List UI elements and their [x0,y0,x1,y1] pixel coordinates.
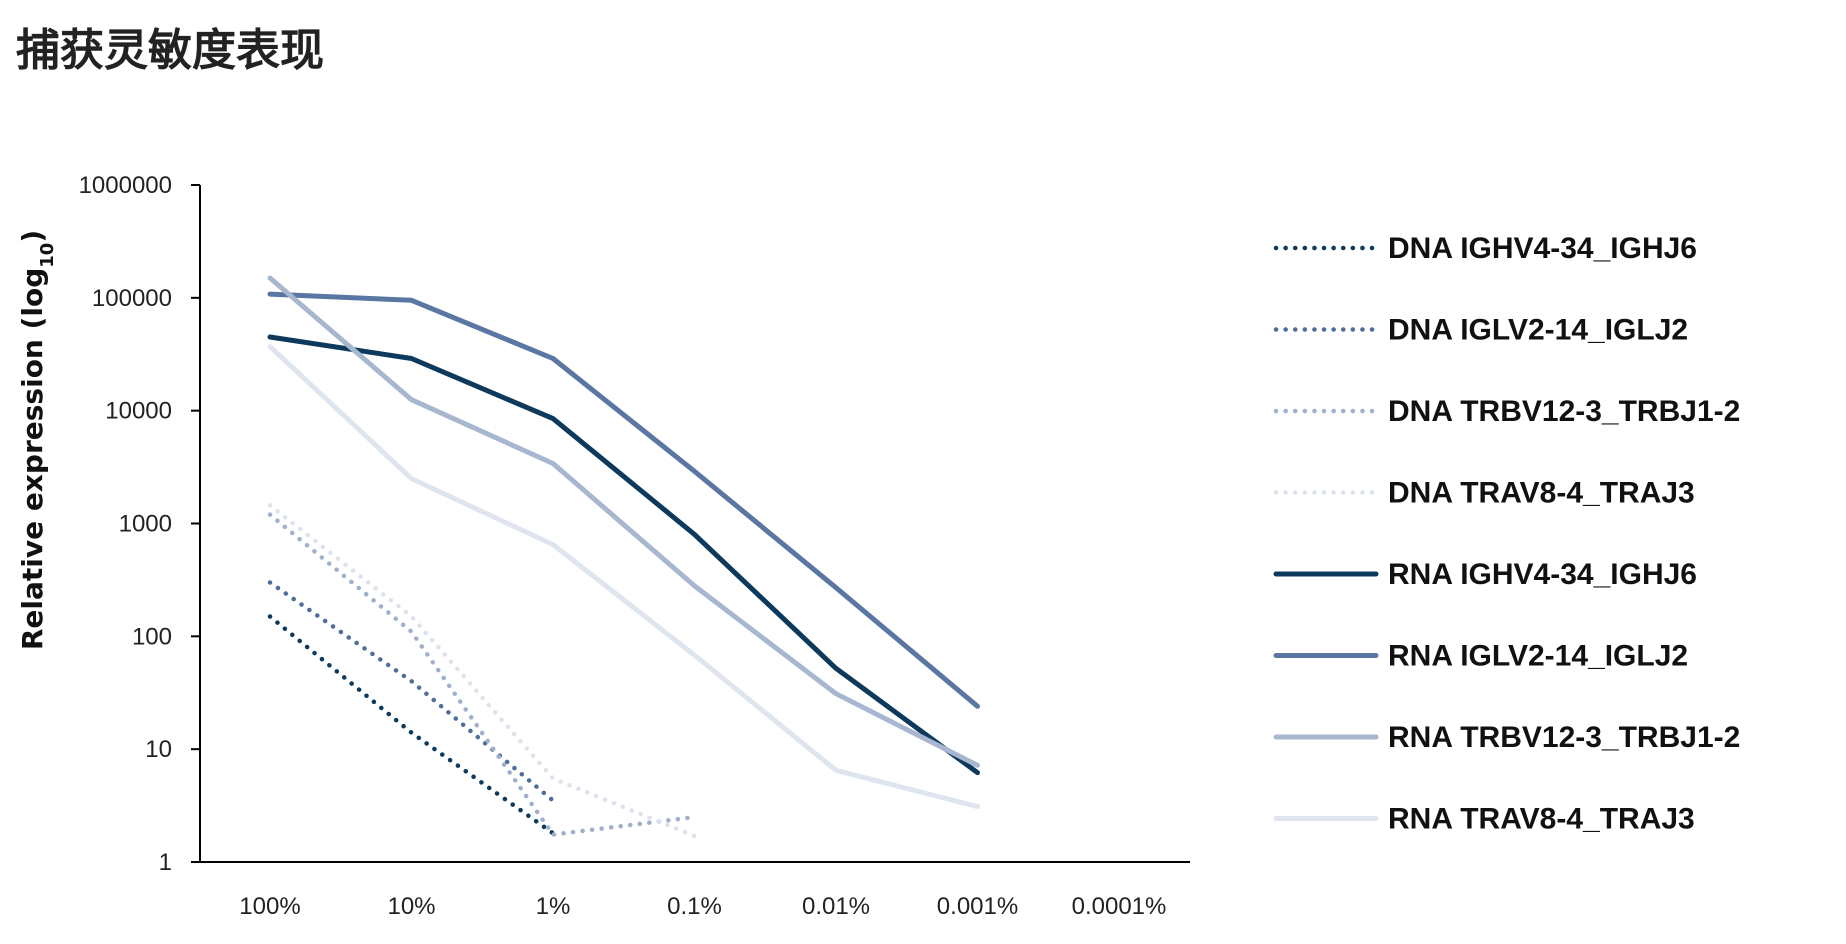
legend-item: DNA TRBV12-3_TRBJ1-2 [1273,395,1740,428]
y-tick-label: 10000 [105,398,172,425]
legend-item: RNA IGLV2-14_IGLJ2 [1273,640,1688,673]
legend-item: RNA IGHV4-34_IGHJ6 [1273,558,1697,591]
x-tick-label: 0.1% [667,893,722,920]
y-axis-ticks: 1 10 100 1000 10000 100000 1000000 [79,172,200,876]
series-line-1 [267,614,556,836]
y-axis-label-subscript: 10 [37,243,58,268]
x-tick-label: 0.01% [802,893,870,920]
legend-label: RNA TRBV12-3_TRBJ1-2 [1388,721,1740,754]
legend-item: DNA IGLV2-14_IGLJ2 [1273,314,1688,347]
series-line-5 [267,334,980,776]
legend-label: DNA IGLV2-14_IGLJ2 [1388,314,1688,347]
y-tick-label: 1 [159,849,172,876]
y-tick-label: 1000 [119,511,172,538]
svg-text:Relative expression (log10): Relative expression (log10) [16,230,58,650]
series-lines [267,275,980,839]
x-tick-label: 0.001% [937,893,1018,920]
x-tick-label: 10% [387,893,435,920]
series-line-2 [267,580,556,803]
legend-label: RNA IGHV4-34_IGHJ6 [1388,558,1697,591]
x-tick-label: 100% [239,893,300,920]
series-line-6 [267,291,980,709]
series-line-7 [267,275,980,768]
y-axis-label-close: ) [16,230,49,243]
series-line-8 [267,344,980,810]
y-tick-label: 1000000 [79,172,172,199]
legend-label: DNA TRAV8-4_TRAJ3 [1388,477,1695,510]
x-axis-ticks: 100% 10% 1% 0.1% 0.01% 0.001% 0.0001% [239,893,1166,920]
page-title: 捕获灵敏度表现 [16,25,324,76]
series-line-4 [267,503,697,839]
legend-item: DNA TRAV8-4_TRAJ3 [1273,477,1695,510]
legend: DNA IGHV4-34_IGHJ6 DNA IGLV2-14_IGLJ2 DNA … [1273,232,1740,836]
x-tick-label: 1% [536,893,571,920]
series-line-3 [267,512,697,837]
y-axis-label: Relative expression (log10) [16,230,58,650]
axes [199,185,1190,863]
y-tick-label: 10 [145,736,172,763]
x-tick-label: 0.0001% [1072,893,1167,920]
legend-label: DNA IGHV4-34_IGHJ6 [1388,232,1697,265]
y-axis-label-main: Relative expression (log [16,268,49,650]
legend-item: RNA TRBV12-3_TRBJ1-2 [1273,721,1740,754]
legend-label: DNA TRBV12-3_TRBJ1-2 [1388,395,1740,428]
legend-label: RNA TRAV8-4_TRAJ3 [1388,803,1695,836]
legend-item: DNA IGHV4-34_IGHJ6 [1273,232,1697,265]
y-tick-label: 100000 [92,285,172,312]
legend-label: RNA IGLV2-14_IGLJ2 [1388,640,1688,673]
y-tick-label: 100 [132,623,172,650]
legend-item: RNA TRAV8-4_TRAJ3 [1273,803,1695,836]
